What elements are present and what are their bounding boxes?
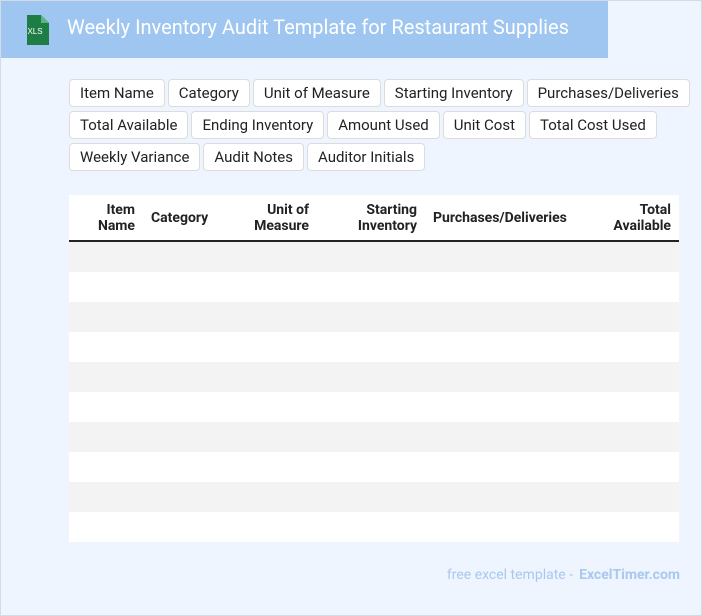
table-row	[69, 452, 679, 482]
tag: Starting Inventory	[383, 79, 524, 107]
footer: free excel template - ExcelTimer.com	[447, 567, 680, 583]
tag: Weekly Variance	[69, 143, 201, 171]
tag: Unit Cost	[442, 111, 527, 139]
table-row	[69, 512, 679, 542]
table-row	[69, 482, 679, 512]
tag: Category	[167, 79, 250, 107]
tag: Ending Inventory	[191, 111, 325, 139]
footer-text: free excel template -	[446, 567, 574, 583]
table-row	[69, 242, 679, 272]
tag: Unit of Measure	[252, 79, 381, 107]
column-header: Item Name	[97, 201, 135, 234]
column-header: Category	[151, 209, 209, 226]
table-row	[69, 362, 679, 392]
tag: Total Available	[69, 111, 189, 139]
table: Item Name Category Unit of Measure Starting…	[69, 195, 679, 542]
column-header: Purchases/Deliveries	[433, 209, 567, 226]
header-bar: XLS Weekly Inventory Audit Template for …	[1, 1, 608, 58]
tag: Audit Notes	[203, 143, 304, 171]
tag: Total Cost Used	[529, 111, 657, 139]
table-row	[69, 392, 679, 422]
icon-label: XLS	[27, 27, 42, 36]
tag-list: Item Name Category Unit of Measure Starting…	[69, 79, 694, 171]
tag: Amount Used	[327, 111, 440, 139]
column-header: Total Available	[613, 201, 671, 234]
table-body	[69, 242, 679, 542]
tag: Purchases/Deliveries	[526, 79, 690, 107]
xls-icon: XLS	[27, 15, 49, 45]
column-header: Starting Inventory	[357, 201, 417, 234]
footer-link[interactable]: ExcelTimer.com	[579, 567, 680, 583]
column-header: Unit of Measure	[254, 201, 309, 234]
tag: Item Name	[69, 79, 165, 107]
title: Weekly Inventory Audit Template for Rest…	[67, 15, 569, 39]
tag: Auditor Initials	[307, 143, 426, 171]
table-row	[69, 302, 679, 332]
table-header: Item Name Category Unit of Measure Starting…	[69, 195, 679, 242]
table-row	[69, 422, 679, 452]
table-row	[69, 272, 679, 302]
table-row	[69, 332, 679, 362]
